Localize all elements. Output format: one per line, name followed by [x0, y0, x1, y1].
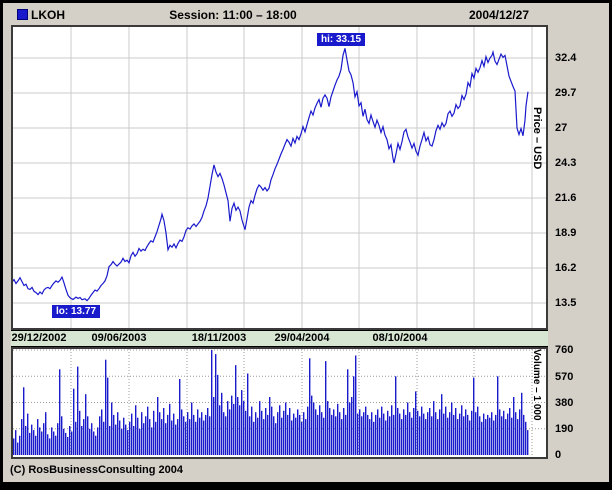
price-tick: 18.9 [555, 227, 577, 239]
date-label: 29/04/2004 [274, 332, 330, 344]
price-tick: 21.6 [555, 192, 577, 204]
volume-tick: 380 [555, 397, 574, 409]
price-line-chart [13, 27, 546, 328]
price-chart-panel [11, 25, 548, 330]
price-tick: 13.5 [555, 297, 577, 309]
chart-date-label: 2004/12/27 [468, 8, 530, 22]
copyright-label: (C) RosBusinessConsulting 2004 [10, 464, 183, 476]
price-tick: 29.7 [555, 87, 577, 99]
volume-axis-title: Volume – 1 000 [531, 349, 542, 421]
volume-tick: 0 [555, 449, 562, 461]
volume-bar-chart [13, 349, 546, 456]
price-tick: 32.4 [555, 52, 577, 64]
session-hours-label: Session: 11:00 – 18:00 [169, 8, 297, 22]
volume-chart-panel [11, 347, 548, 459]
symbol-color-icon [17, 9, 28, 20]
low-value-badge: lo: 13.77 [52, 305, 101, 318]
volume-tick: 760 [555, 344, 574, 356]
volume-tick: 190 [555, 423, 574, 435]
date-label: 18/11/2003 [191, 332, 247, 344]
price-tick: 24.3 [555, 157, 577, 169]
date-axis-strip: 29/12/2002 09/06/2003 18/11/2003 29/04/2… [11, 330, 548, 347]
price-tick: 27 [555, 122, 568, 134]
date-label: 09/06/2003 [91, 332, 147, 344]
date-label: 29/12/2002 [11, 332, 67, 344]
volume-tick: 570 [555, 371, 574, 383]
high-value-badge: hi: 33.15 [317, 33, 366, 46]
price-axis-title: Price – USD [531, 107, 543, 170]
date-label: 08/10/2004 [372, 332, 428, 344]
price-tick: 16.2 [555, 262, 577, 274]
symbol-label: LKOH [31, 8, 65, 22]
